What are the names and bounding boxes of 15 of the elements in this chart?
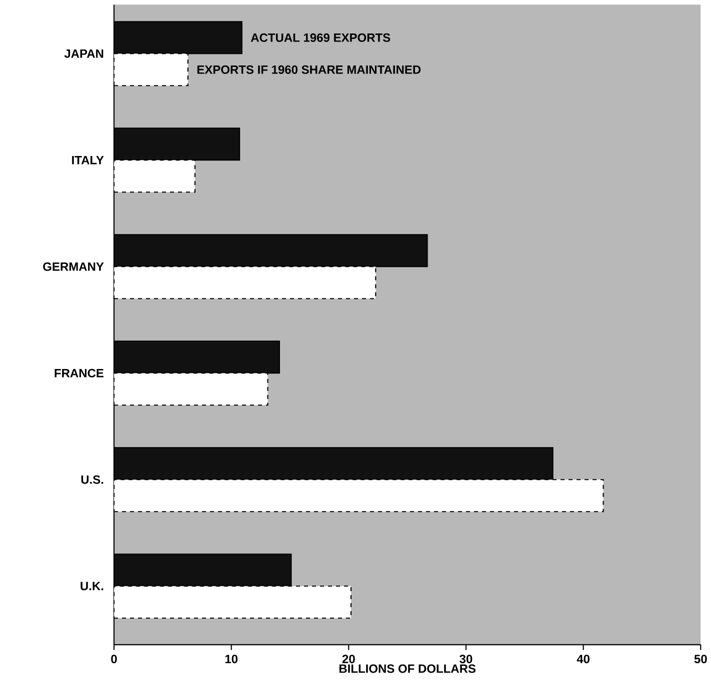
x-tick-label: 0	[111, 654, 117, 664]
x-axis-title: BILLIONS OF DOLLARS	[339, 664, 476, 673]
y-tick-label: U.K.	[80, 582, 104, 590]
y-tick-label: JAPAN	[64, 49, 104, 58]
series-label: ACTUAL 1969 EXPORTS	[250, 33, 390, 42]
x-tick-label: 50	[694, 654, 707, 664]
y-tick-label: ITALY	[72, 156, 104, 164]
y-tick-label: U.S.	[81, 475, 104, 484]
y-tick-label: GERMANY	[43, 262, 104, 271]
y-tick-label: FRANCE	[54, 368, 104, 378]
series-label: EXPORTS IF 1960 SHARE MAINTAINED	[197, 65, 421, 74]
x-tick-label: 10	[225, 654, 238, 664]
x-tick-label: 30	[460, 654, 472, 664]
x-tick-label: 20	[342, 654, 355, 664]
x-tick-label: 40	[576, 654, 590, 664]
